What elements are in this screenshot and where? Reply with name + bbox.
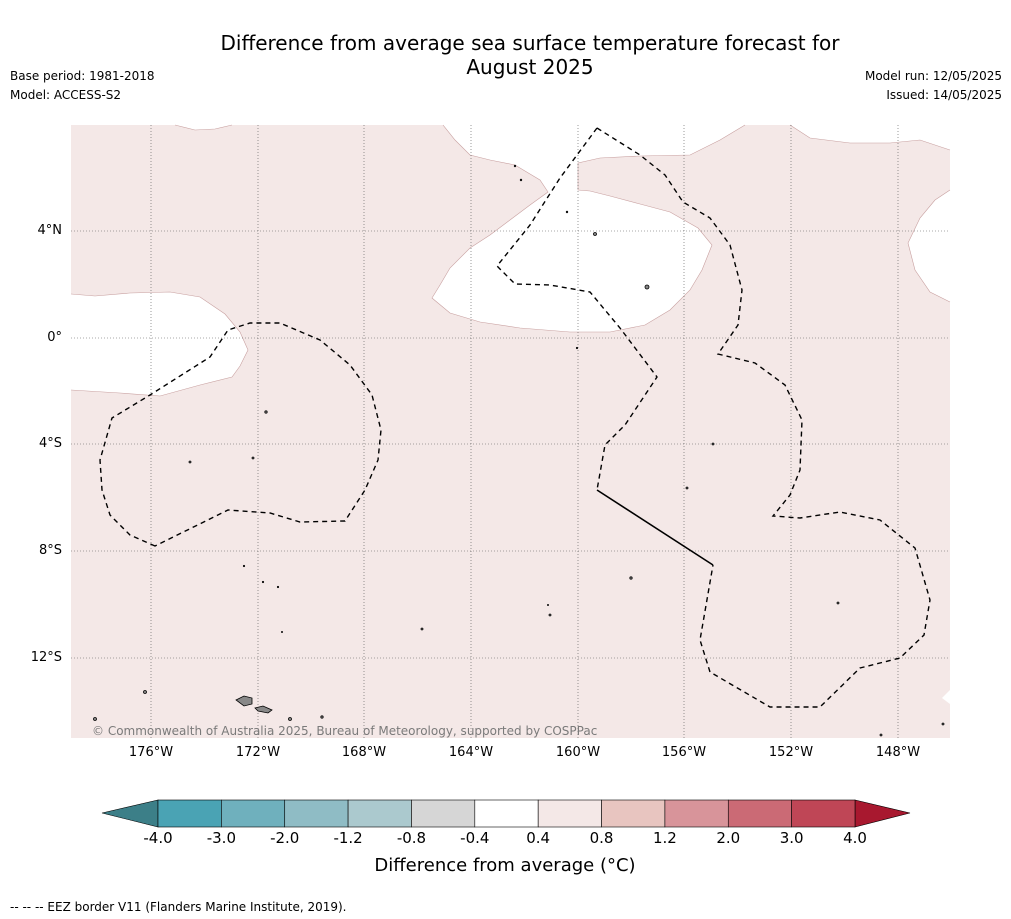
colorbar-segment [791,799,856,828]
title-line-1: Difference from average sea surface temp… [220,31,840,55]
anomaly-field [71,125,950,738]
neutral-region-east [908,190,950,302]
colorbar-tick-label: 3.0 [779,829,804,847]
eez-border-kiribati-north [496,127,658,491]
issued-date: Issued: 14/05/2025 [886,88,1002,102]
eez-borders [99,127,931,708]
neutral-region-southeast-corner [942,690,950,704]
eez-legend-note: -- -- -- EEZ border V11 (Flanders Marine… [10,900,347,914]
lon-label: 168°W [341,745,387,760]
neutral-region-north-central [432,125,745,332]
lon-label: 172°W [235,745,281,760]
colorbar-segment [601,799,666,828]
lon-label: 148°W [875,745,921,760]
colorbar-tick-label: -4.0 [143,829,173,847]
lon-label: 160°W [555,745,601,760]
colorbar-tick-label: 0.8 [589,829,614,847]
lon-label: 176°W [128,745,174,760]
islands [93,164,945,737]
lat-label: 4°N [37,223,63,238]
lat-label: 12°S [30,650,62,665]
lon-label: 156°W [661,745,707,760]
colorbar-low-extend [101,799,159,828]
lon-label: 164°W [448,745,494,760]
eez-border-kiribati-line [596,127,931,708]
model-run: Model run: 12/05/2025 [864,69,1002,83]
colorbar-tick-label: 0.4 [526,829,551,847]
colorbar-tick-label: 2.0 [716,829,741,847]
colorbar-tick-label: -2.0 [270,829,300,847]
graticule [71,125,950,738]
neutral-region-north-edge [175,125,232,130]
map-title: Difference from average sea surface temp… [180,31,880,79]
colorbar-segment [347,799,412,828]
colorbar-tick-label: -1.2 [333,829,363,847]
colorbar-title: Difference from average (°C) [374,855,636,876]
title-line-2: August 2025 [466,55,594,79]
colorbar-tick-label: -0.4 [460,829,490,847]
eez-border-solid [596,489,714,566]
colorbar-high-extend [854,799,911,828]
neutral-region-northeast-top [790,125,950,150]
colorbar-segment [474,799,539,828]
colorbar-segment [537,799,602,828]
colorbar [101,799,911,828]
copyright-notice: © Commonwealth of Australia 2025, Bureau… [92,724,598,738]
island-samoa-upolu [235,695,253,707]
island-samoa-savaii [254,705,273,714]
colorbar-tick-label: 1.2 [652,829,677,847]
base-period: Base period: 1981-2018 [10,69,155,83]
model-name: Model: ACCESS-S2 [10,88,122,102]
colorbar-segment [284,799,349,828]
colorbar-segment [664,799,729,828]
colorbar-segment [727,799,792,828]
colorbar-segment [411,799,476,828]
colorbar-tick-label: 4.0 [843,829,867,847]
meta-right: Model run: 12/05/2025 Issued: 14/05/2025 [865,67,1002,105]
lat-label: 4°S [38,436,62,451]
colorbar-segment [157,799,222,828]
lat-label: 0° [47,330,62,345]
eez-border-kiribati-phoenix [99,322,382,547]
lat-label: 8°S [38,543,62,558]
neutral-region-west [71,292,248,396]
colorbar-segment [221,799,286,828]
meta-left: Base period: 1981-2018 Model: ACCESS-S2 [10,67,155,105]
colorbar-tick-label: -3.0 [206,829,236,847]
colorbar-tick-label: -0.8 [396,829,427,847]
lon-label: 152°W [768,745,814,760]
